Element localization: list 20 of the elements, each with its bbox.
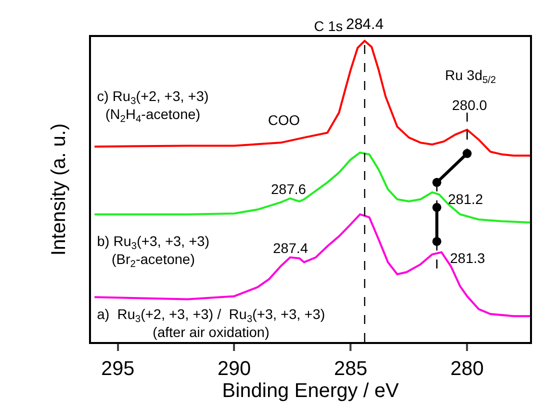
x-tick-label: 280 [450, 358, 484, 380]
annotation: 287.6 [271, 181, 306, 197]
series-label: b) Ru$_{3}$(+3, +3, +3) (Br$_{2}$-acetone) [97, 233, 210, 270]
series-label: a) Ru$_{3}$(+2, +3, +3) / Ru$_{3}$(+3, +3, +3) (after air oxidation) [97, 306, 326, 340]
x-tick-label: 285 [334, 358, 368, 380]
point [432, 202, 442, 212]
annotation: 280.0 [452, 97, 488, 113]
point [462, 149, 472, 158]
x-axis-title: Binding Energy / eV [222, 380, 400, 402]
series-label: c) Ru$_{3}$(+2, +3, +3) (N$_{2}$H$_{4}$-acetone) [97, 88, 209, 126]
annotation: 287.4 [273, 240, 308, 256]
annotation: Ru 3d$_{5/2}$ [445, 67, 496, 86]
x-tick-label: 295 [101, 358, 134, 380]
annotation: COO [268, 112, 300, 128]
text: C 1s [314, 18, 343, 34]
y-axis-title: Intensity (a. u.) [48, 123, 70, 256]
annotation: 281.2 [448, 191, 484, 207]
annotation: 281.3 [450, 250, 486, 266]
x-tick-label: 290 [218, 358, 251, 380]
ref-line-label: 284.4 [346, 16, 384, 33]
